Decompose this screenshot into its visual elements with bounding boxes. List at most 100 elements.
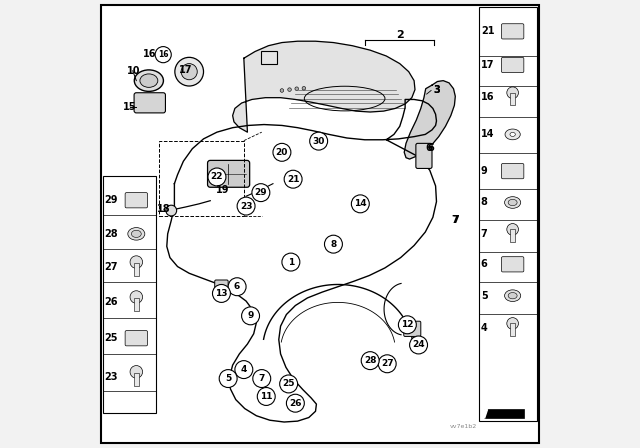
Bar	[479, 7, 538, 421]
Text: 30: 30	[312, 137, 325, 146]
Circle shape	[155, 47, 172, 63]
Text: 3: 3	[433, 86, 440, 95]
Bar	[134, 263, 139, 276]
Text: 4: 4	[241, 365, 247, 374]
Text: 10: 10	[127, 66, 141, 76]
Text: 7: 7	[452, 215, 459, 224]
Circle shape	[302, 86, 306, 90]
Text: 21: 21	[481, 26, 494, 36]
Circle shape	[282, 253, 300, 271]
Text: 28: 28	[364, 356, 376, 365]
Circle shape	[175, 57, 204, 86]
Text: 13: 13	[215, 289, 228, 298]
Circle shape	[378, 355, 396, 373]
Text: 22: 22	[211, 172, 223, 181]
Text: 29: 29	[255, 188, 267, 197]
Polygon shape	[404, 81, 455, 159]
Bar	[261, 51, 276, 64]
Ellipse shape	[131, 230, 141, 237]
Text: 19: 19	[216, 185, 229, 195]
Ellipse shape	[510, 133, 515, 136]
Ellipse shape	[504, 197, 521, 208]
Bar	[102, 176, 156, 413]
FancyBboxPatch shape	[214, 280, 228, 297]
Ellipse shape	[508, 293, 517, 299]
Circle shape	[166, 205, 177, 216]
Circle shape	[130, 366, 143, 378]
FancyBboxPatch shape	[502, 164, 524, 179]
Circle shape	[284, 170, 302, 188]
Circle shape	[130, 256, 143, 268]
Circle shape	[295, 87, 298, 90]
Circle shape	[280, 89, 284, 92]
Text: 29: 29	[104, 195, 118, 205]
Circle shape	[237, 197, 255, 215]
FancyBboxPatch shape	[125, 193, 147, 208]
Bar	[134, 298, 139, 311]
Text: 26: 26	[104, 297, 118, 307]
Text: 1: 1	[288, 258, 294, 267]
Text: 5: 5	[225, 374, 231, 383]
Circle shape	[212, 284, 230, 302]
Text: 27: 27	[104, 263, 118, 272]
Text: 4: 4	[481, 323, 488, 333]
Text: 28: 28	[104, 229, 118, 239]
FancyBboxPatch shape	[502, 257, 524, 272]
Bar	[511, 93, 515, 105]
FancyBboxPatch shape	[502, 24, 524, 39]
Text: 6: 6	[426, 143, 432, 153]
Polygon shape	[232, 41, 415, 132]
Text: 8: 8	[481, 198, 488, 207]
FancyBboxPatch shape	[134, 93, 165, 113]
Circle shape	[253, 370, 271, 388]
Text: 18: 18	[157, 204, 171, 214]
Circle shape	[280, 375, 298, 393]
FancyBboxPatch shape	[404, 321, 421, 336]
Text: 7: 7	[481, 229, 488, 239]
Text: 3: 3	[433, 86, 440, 95]
Text: 9: 9	[248, 311, 253, 320]
Bar	[511, 229, 515, 242]
Circle shape	[252, 184, 270, 202]
Text: 17: 17	[179, 65, 193, 75]
Ellipse shape	[508, 199, 517, 206]
Circle shape	[507, 87, 518, 99]
Text: vv7e1b2: vv7e1b2	[450, 424, 477, 429]
FancyBboxPatch shape	[502, 57, 524, 73]
Text: 14: 14	[481, 129, 494, 139]
Text: 16: 16	[481, 92, 494, 102]
Ellipse shape	[140, 74, 158, 87]
Text: 12: 12	[401, 320, 413, 329]
Polygon shape	[484, 409, 487, 418]
Text: 16: 16	[143, 49, 157, 59]
Text: 23: 23	[240, 202, 252, 211]
Circle shape	[324, 235, 342, 253]
Text: 24: 24	[412, 340, 425, 349]
Circle shape	[398, 316, 416, 334]
Text: 14: 14	[354, 199, 367, 208]
Ellipse shape	[134, 70, 163, 91]
Text: 11: 11	[260, 392, 273, 401]
Text: 25: 25	[104, 333, 118, 343]
FancyBboxPatch shape	[207, 160, 250, 187]
Text: 5: 5	[481, 291, 488, 301]
Circle shape	[241, 307, 260, 325]
Ellipse shape	[505, 129, 520, 140]
Circle shape	[507, 318, 518, 329]
FancyBboxPatch shape	[416, 143, 432, 168]
Text: 7: 7	[259, 374, 265, 383]
Text: 25: 25	[282, 379, 295, 388]
Ellipse shape	[504, 290, 521, 302]
Text: 23: 23	[104, 372, 118, 382]
Circle shape	[410, 336, 428, 354]
Text: 17: 17	[481, 60, 494, 70]
Circle shape	[219, 370, 237, 388]
FancyBboxPatch shape	[125, 331, 147, 346]
Text: 9: 9	[481, 166, 488, 176]
Circle shape	[181, 64, 197, 80]
Bar	[159, 141, 244, 216]
Text: 8: 8	[330, 240, 337, 249]
Bar	[134, 373, 139, 386]
Ellipse shape	[128, 228, 145, 240]
Text: 7: 7	[451, 215, 458, 224]
